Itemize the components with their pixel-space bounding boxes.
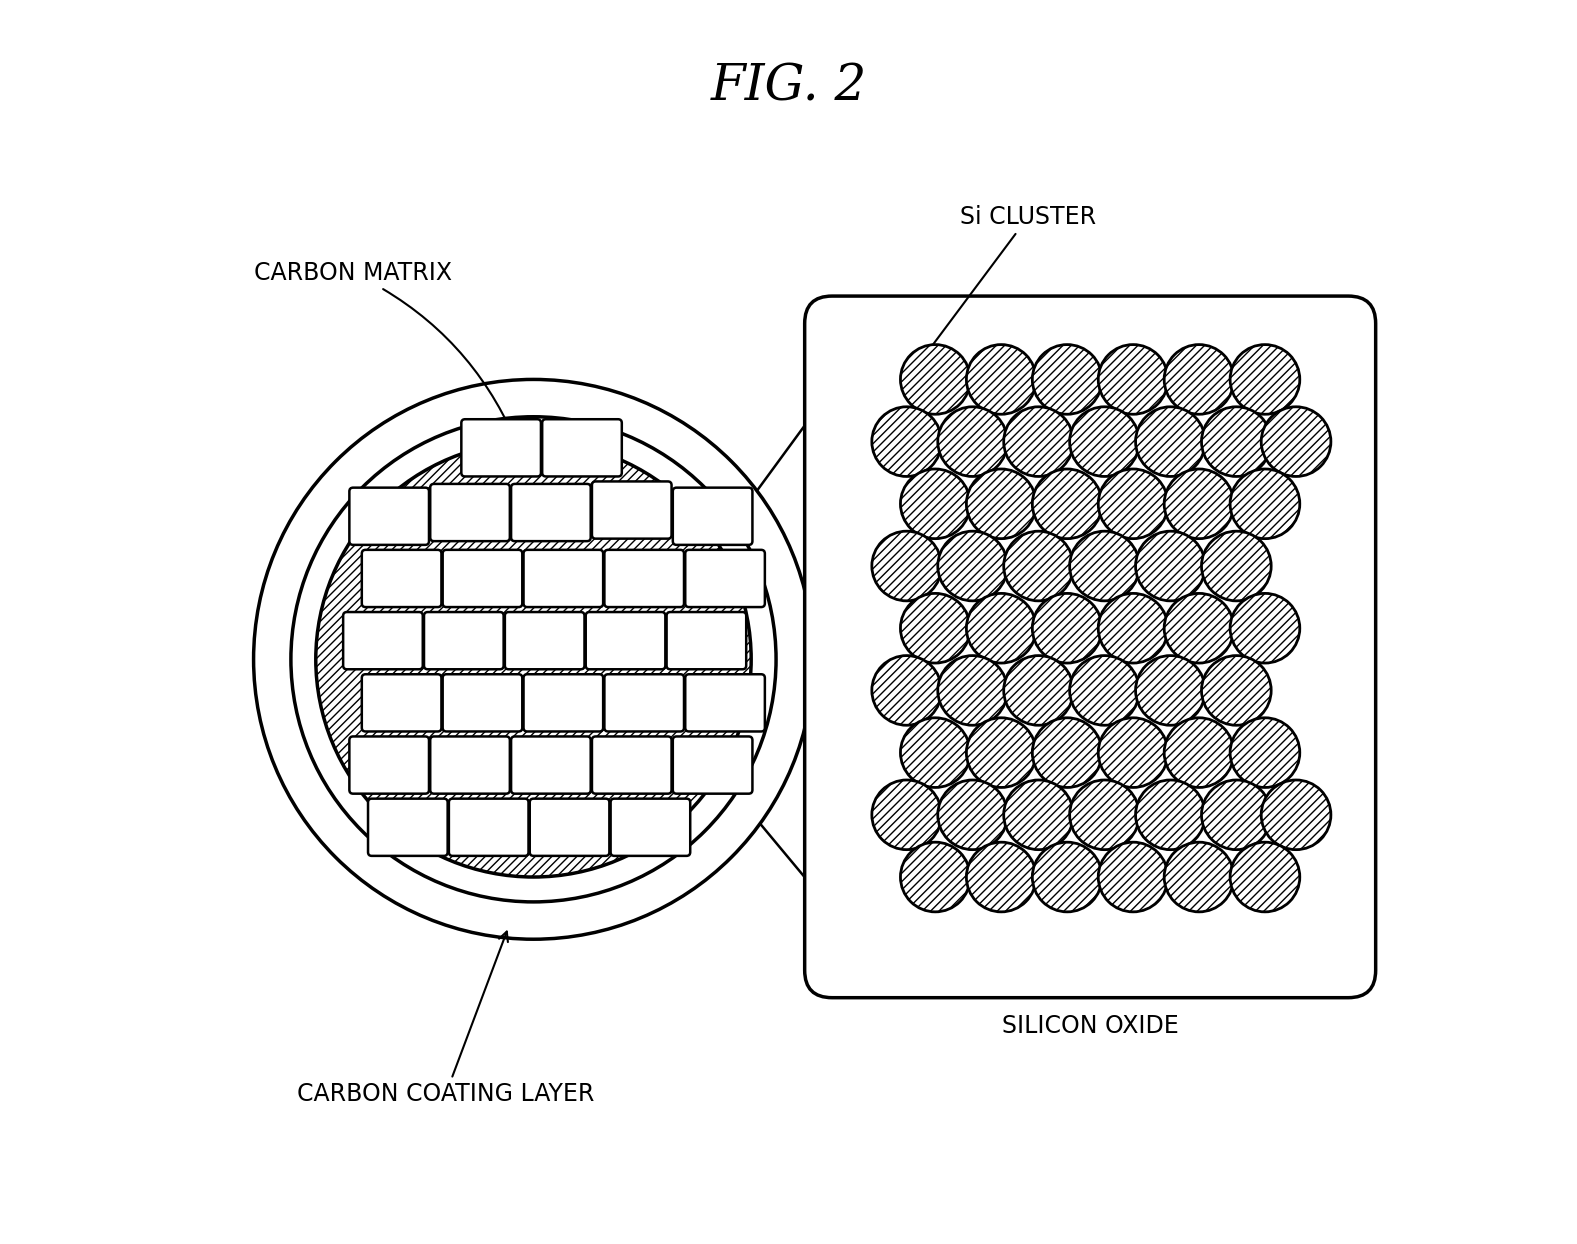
Circle shape: [967, 593, 1036, 663]
FancyBboxPatch shape: [361, 550, 442, 607]
FancyBboxPatch shape: [431, 484, 509, 541]
FancyBboxPatch shape: [673, 736, 752, 794]
Circle shape: [1069, 531, 1139, 601]
Circle shape: [1202, 656, 1271, 725]
Circle shape: [872, 531, 941, 601]
Text: CARBON MATRIX: CARBON MATRIX: [254, 261, 520, 452]
Circle shape: [1098, 345, 1169, 414]
Circle shape: [1098, 593, 1169, 663]
FancyBboxPatch shape: [585, 612, 665, 669]
Circle shape: [1135, 656, 1205, 725]
FancyBboxPatch shape: [542, 419, 621, 476]
Circle shape: [1164, 842, 1233, 912]
Circle shape: [900, 345, 970, 414]
FancyBboxPatch shape: [804, 296, 1375, 998]
Circle shape: [1262, 407, 1331, 476]
Text: Si CLUSTER: Si CLUSTER: [907, 205, 1096, 379]
Circle shape: [900, 842, 970, 912]
FancyBboxPatch shape: [530, 799, 609, 856]
FancyBboxPatch shape: [344, 612, 423, 669]
FancyBboxPatch shape: [610, 799, 691, 856]
Circle shape: [1069, 656, 1139, 725]
Text: SILICON OXIDE: SILICON OXIDE: [1001, 1014, 1178, 1037]
FancyBboxPatch shape: [667, 612, 746, 669]
Circle shape: [900, 718, 970, 787]
Circle shape: [1033, 718, 1102, 787]
Circle shape: [1230, 593, 1299, 663]
Circle shape: [1202, 407, 1271, 476]
FancyBboxPatch shape: [361, 674, 442, 731]
FancyBboxPatch shape: [673, 488, 752, 545]
Circle shape: [1164, 593, 1233, 663]
Circle shape: [1202, 531, 1271, 601]
Circle shape: [1230, 345, 1299, 414]
Circle shape: [1164, 469, 1233, 539]
Circle shape: [1003, 407, 1074, 476]
FancyBboxPatch shape: [431, 736, 509, 794]
Circle shape: [938, 531, 1008, 601]
Circle shape: [1230, 469, 1299, 539]
Circle shape: [1202, 780, 1271, 850]
Text: CARBON COATING LAYER: CARBON COATING LAYER: [296, 932, 595, 1106]
FancyBboxPatch shape: [505, 612, 585, 669]
Circle shape: [1135, 407, 1205, 476]
Circle shape: [967, 842, 1036, 912]
Circle shape: [938, 407, 1008, 476]
FancyBboxPatch shape: [367, 799, 448, 856]
FancyBboxPatch shape: [350, 488, 429, 545]
Circle shape: [1262, 780, 1331, 850]
FancyBboxPatch shape: [443, 550, 522, 607]
Circle shape: [900, 593, 970, 663]
FancyBboxPatch shape: [524, 550, 602, 607]
FancyBboxPatch shape: [604, 550, 684, 607]
FancyBboxPatch shape: [449, 799, 528, 856]
FancyBboxPatch shape: [591, 481, 672, 539]
FancyBboxPatch shape: [604, 674, 684, 731]
Circle shape: [1003, 780, 1074, 850]
Circle shape: [938, 656, 1008, 725]
Circle shape: [1164, 718, 1233, 787]
Circle shape: [290, 417, 776, 902]
Circle shape: [1098, 469, 1169, 539]
Circle shape: [967, 469, 1036, 539]
Circle shape: [872, 407, 941, 476]
FancyBboxPatch shape: [350, 736, 429, 794]
FancyBboxPatch shape: [424, 612, 503, 669]
Circle shape: [1098, 718, 1169, 787]
Circle shape: [872, 656, 941, 725]
FancyBboxPatch shape: [443, 674, 522, 731]
FancyBboxPatch shape: [511, 736, 591, 794]
FancyBboxPatch shape: [591, 736, 672, 794]
Circle shape: [1135, 531, 1205, 601]
Circle shape: [967, 718, 1036, 787]
FancyBboxPatch shape: [686, 674, 765, 731]
Circle shape: [1135, 780, 1205, 850]
Circle shape: [1033, 469, 1102, 539]
Text: FIG. 2: FIG. 2: [710, 62, 867, 112]
FancyBboxPatch shape: [686, 550, 765, 607]
Circle shape: [1033, 842, 1102, 912]
FancyBboxPatch shape: [524, 674, 602, 731]
Circle shape: [315, 442, 751, 877]
Circle shape: [1230, 842, 1299, 912]
Circle shape: [1033, 593, 1102, 663]
Circle shape: [1230, 718, 1299, 787]
FancyBboxPatch shape: [511, 484, 591, 541]
Circle shape: [1003, 656, 1074, 725]
Circle shape: [872, 780, 941, 850]
Circle shape: [900, 469, 970, 539]
Circle shape: [967, 345, 1036, 414]
Circle shape: [1098, 842, 1169, 912]
Circle shape: [1069, 407, 1139, 476]
Circle shape: [254, 379, 814, 939]
Circle shape: [1164, 345, 1233, 414]
Circle shape: [1069, 780, 1139, 850]
Circle shape: [1033, 345, 1102, 414]
FancyBboxPatch shape: [462, 419, 541, 476]
Circle shape: [938, 780, 1008, 850]
Circle shape: [1003, 531, 1074, 601]
